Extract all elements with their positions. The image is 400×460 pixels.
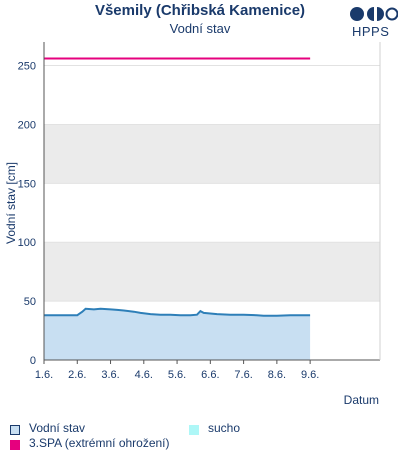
legend-label-sucho: sucho	[208, 421, 241, 435]
hpps-logo	[350, 7, 398, 21]
legend-swatch-vodni-stav	[10, 425, 20, 435]
x-tick-label: 2.6.	[68, 369, 86, 381]
legend-swatch-sucho	[189, 425, 199, 435]
legend-label-3spa: 3.SPA (extrémní ohrožení)	[29, 436, 170, 450]
y-tick-label-250: 250	[18, 61, 36, 73]
y-tick-label-200: 200	[18, 119, 36, 131]
logo-half-right	[377, 7, 384, 21]
legend-label-vodni-stav: Vodní stav	[29, 421, 86, 435]
x-tick-label: 8.6.	[268, 369, 286, 381]
series-area-vodni-stav	[44, 308, 311, 360]
chart-axes	[43, 42, 381, 361]
y-axis-label: Vodní stav [cm]	[4, 162, 18, 244]
grid-band-1	[44, 124, 380, 184]
y-tick-label-50: 50	[24, 296, 36, 308]
logo-half-left	[367, 7, 374, 21]
y-tick-label-100: 100	[18, 237, 36, 249]
grid-band-0	[44, 242, 380, 302]
y-tick-label-150: 150	[18, 178, 36, 190]
legend-swatch-3spa	[10, 440, 20, 450]
logo-circle-left	[350, 7, 364, 21]
chart-ticks: 0 50 100 150 200 250 1.6. 2.6. 3.6. 4.6. 5.6. 6.6. 7…	[18, 61, 320, 381]
x-tick-label: 9.6.	[301, 369, 319, 381]
x-tick-label: 4.6.	[135, 369, 153, 381]
logo-ring	[385, 7, 398, 21]
x-axis-label: Datum	[344, 393, 379, 407]
x-tick-label: 6.6.	[201, 369, 219, 381]
chart-title: Všemily (Chřibská Kamenice)	[94, 2, 306, 19]
y-tick-label-0: 0	[30, 355, 36, 367]
chart-grid	[44, 65, 380, 302]
chart-subtitle: Vodní stav	[169, 21, 231, 36]
chart-bands	[44, 124, 380, 302]
x-tick-label: 5.6.	[168, 369, 186, 381]
x-tick-label: 3.6.	[101, 369, 119, 381]
logo-text: HPPS	[352, 24, 390, 39]
chart-series	[44, 57, 311, 360]
x-tick-label: 7.6.	[234, 369, 252, 381]
x-tick-label: 1.6.	[35, 369, 53, 381]
series-line-vodni-stav	[44, 307, 311, 317]
